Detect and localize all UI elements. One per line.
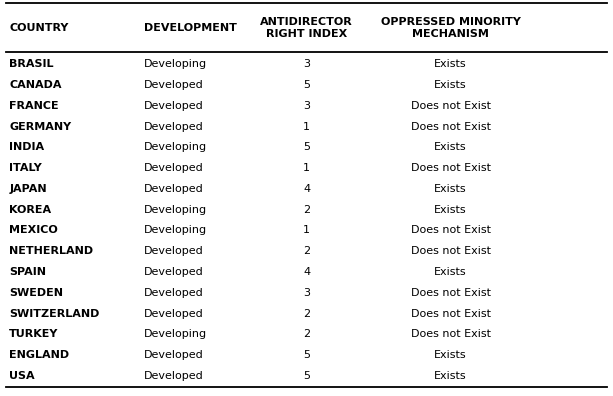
Text: Developing: Developing [144,205,207,215]
Text: Exists: Exists [434,205,467,215]
Text: Does not Exist: Does not Exist [411,288,490,298]
Text: TURKEY: TURKEY [9,329,59,339]
Text: ITALY: ITALY [9,163,42,173]
Text: Developed: Developed [144,267,204,277]
Text: Developing: Developing [144,225,207,236]
Text: Developing: Developing [144,329,207,339]
Text: CANADA: CANADA [9,80,62,90]
Text: NETHERLAND: NETHERLAND [9,246,93,256]
Text: Developed: Developed [144,80,204,90]
Text: Does not Exist: Does not Exist [411,225,490,236]
Text: Exists: Exists [434,350,467,360]
Text: OPPRESSED MINORITY
MECHANISM: OPPRESSED MINORITY MECHANISM [381,17,520,38]
Text: 5: 5 [303,80,310,90]
Text: Developed: Developed [144,163,204,173]
Text: Developed: Developed [144,101,204,111]
Text: 5: 5 [303,350,310,360]
Text: Developed: Developed [144,350,204,360]
Text: SWEDEN: SWEDEN [9,288,63,298]
Text: 5: 5 [303,142,310,152]
Text: USA: USA [9,371,35,381]
Text: 1: 1 [303,122,310,131]
Text: 2: 2 [303,308,310,319]
Text: Developed: Developed [144,288,204,298]
Text: GERMANY: GERMANY [9,122,71,131]
Text: DEVELOPMENT: DEVELOPMENT [144,23,237,33]
Text: MEXICO: MEXICO [9,225,58,236]
Text: ANTIDIRECTOR
RIGHT INDEX: ANTIDIRECTOR RIGHT INDEX [260,17,353,38]
Text: Does not Exist: Does not Exist [411,101,490,111]
Text: SPAIN: SPAIN [9,267,46,277]
Text: 1: 1 [303,163,310,173]
Text: 2: 2 [303,329,310,339]
Text: Does not Exist: Does not Exist [411,246,490,256]
Text: 2: 2 [303,205,310,215]
Text: Does not Exist: Does not Exist [411,163,490,173]
Text: Developed: Developed [144,246,204,256]
Text: 1: 1 [303,225,310,236]
Text: Developed: Developed [144,371,204,381]
Text: Does not Exist: Does not Exist [411,122,490,131]
Text: 4: 4 [303,267,310,277]
Text: 3: 3 [303,288,310,298]
Text: Exists: Exists [434,142,467,152]
Text: JAPAN: JAPAN [9,184,47,194]
Text: COUNTRY: COUNTRY [9,23,69,33]
Text: Does not Exist: Does not Exist [411,308,490,319]
Text: Does not Exist: Does not Exist [411,329,490,339]
Text: FRANCE: FRANCE [9,101,59,111]
Text: INDIA: INDIA [9,142,44,152]
Text: 5: 5 [303,371,310,381]
Text: 3: 3 [303,59,310,69]
Text: BRASIL: BRASIL [9,59,54,69]
Text: 2: 2 [303,246,310,256]
Text: Exists: Exists [434,184,467,194]
Text: SWITZERLAND: SWITZERLAND [9,308,99,319]
Text: Exists: Exists [434,267,467,277]
Text: Developed: Developed [144,184,204,194]
Text: Developing: Developing [144,142,207,152]
Text: ENGLAND: ENGLAND [9,350,69,360]
Text: Developing: Developing [144,59,207,69]
Text: Exists: Exists [434,80,467,90]
Text: KOREA: KOREA [9,205,51,215]
Text: Exists: Exists [434,371,467,381]
Text: 4: 4 [303,184,310,194]
Text: Developed: Developed [144,122,204,131]
Text: 3: 3 [303,101,310,111]
Text: Exists: Exists [434,59,467,69]
Text: Developed: Developed [144,308,204,319]
